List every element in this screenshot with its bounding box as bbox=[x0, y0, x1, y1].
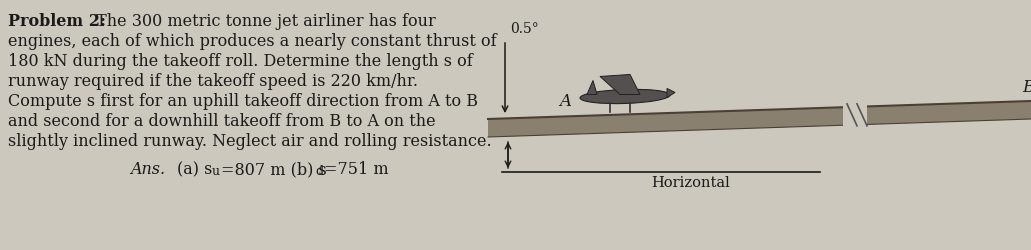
Text: 180 kN during the takeoff roll. Determine the length s of: 180 kN during the takeoff roll. Determin… bbox=[8, 53, 473, 70]
Text: engines, each of which produces a nearly constant thrust of: engines, each of which produces a nearly… bbox=[8, 33, 497, 50]
Text: Horizontal: Horizontal bbox=[652, 175, 730, 189]
Text: =751 m: =751 m bbox=[324, 160, 389, 177]
Text: =807 m (b) s: =807 m (b) s bbox=[221, 160, 327, 177]
Polygon shape bbox=[600, 75, 640, 95]
Text: runway required if the takeoff speed is 220 km/hr.: runway required if the takeoff speed is … bbox=[8, 73, 418, 90]
Text: and second for a downhill takeoff from B to A on the: and second for a downhill takeoff from B… bbox=[8, 112, 436, 130]
Text: The 300 metric tonne jet airliner has four: The 300 metric tonne jet airliner has fo… bbox=[91, 13, 436, 30]
Polygon shape bbox=[843, 102, 855, 128]
Text: (a) s: (a) s bbox=[177, 160, 212, 177]
Text: slightly inclined runway. Neglect air and rolling resistance.: slightly inclined runway. Neglect air an… bbox=[8, 132, 492, 150]
Text: B: B bbox=[1022, 79, 1031, 96]
Polygon shape bbox=[587, 81, 597, 95]
Ellipse shape bbox=[580, 90, 670, 104]
Text: Compute s first for an uphill takeoff direction from A to B: Compute s first for an uphill takeoff di… bbox=[8, 93, 478, 110]
Text: Ans.: Ans. bbox=[130, 160, 165, 177]
Polygon shape bbox=[855, 102, 867, 128]
Text: u: u bbox=[212, 164, 220, 177]
Text: 0.5°: 0.5° bbox=[510, 22, 539, 36]
Text: A: A bbox=[559, 92, 571, 109]
Polygon shape bbox=[667, 89, 675, 98]
Polygon shape bbox=[488, 102, 1031, 138]
Text: d: d bbox=[315, 164, 323, 177]
Text: Problem 2:: Problem 2: bbox=[8, 13, 106, 30]
